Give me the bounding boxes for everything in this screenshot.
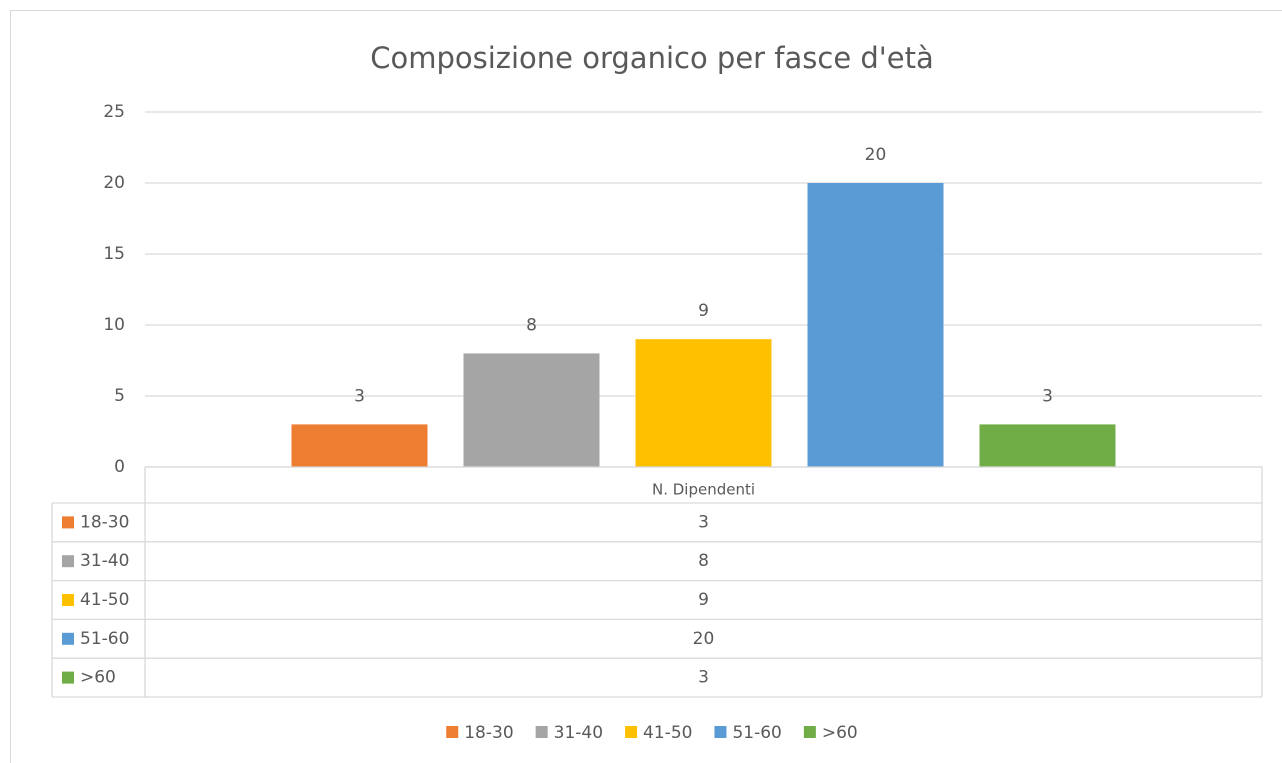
- data-label: 20: [865, 145, 887, 165]
- y-tick-label: 15: [103, 244, 125, 264]
- table-row-label: 51-60: [80, 629, 129, 649]
- bar: [635, 339, 772, 467]
- table-legend-key: [62, 594, 74, 606]
- legend-label: >60: [822, 723, 858, 743]
- table-cell: 9: [698, 590, 709, 610]
- y-tick-label: 10: [103, 315, 125, 335]
- y-tick-label: 20: [103, 173, 125, 193]
- legend-label: 41-50: [643, 723, 692, 743]
- table-legend-key: [62, 671, 74, 684]
- table-row-label: >60: [80, 668, 116, 688]
- data-label: 8: [526, 315, 537, 335]
- bar: [463, 353, 600, 467]
- legend-key: [535, 726, 548, 738]
- table-cell: 20: [693, 629, 715, 649]
- table-row-label: 18-30: [80, 512, 129, 532]
- bar: [291, 424, 428, 467]
- y-tick-label: 0: [114, 457, 125, 477]
- legend-key: [714, 726, 727, 738]
- table-cell: 8: [698, 551, 709, 571]
- table-row-label: 41-50: [80, 590, 129, 610]
- legend-label: 31-40: [554, 723, 603, 743]
- legend-label: 51-60: [732, 723, 781, 743]
- legend-key: [803, 726, 816, 738]
- table-cell: 3: [698, 512, 709, 532]
- data-label: 3: [1042, 386, 1053, 406]
- y-tick-label: 25: [103, 102, 125, 122]
- chart-title: Composizione organico per fasce d'età: [370, 41, 934, 75]
- table-legend-key: [62, 555, 74, 568]
- data-label: 9: [698, 301, 709, 321]
- table-legend-key: [62, 632, 74, 645]
- table-header: N. Dipendenti: [652, 481, 755, 499]
- bar: [979, 424, 1116, 467]
- data-label: 3: [354, 386, 365, 406]
- table-cell: 3: [698, 668, 709, 688]
- bar: [807, 183, 944, 467]
- legend-key: [625, 726, 638, 738]
- table-legend-key: [62, 516, 74, 529]
- table-row-label: 31-40: [80, 551, 129, 571]
- legend-label: 18-30: [464, 723, 513, 743]
- legend-key: [446, 726, 459, 738]
- y-tick-label: 5: [114, 386, 125, 406]
